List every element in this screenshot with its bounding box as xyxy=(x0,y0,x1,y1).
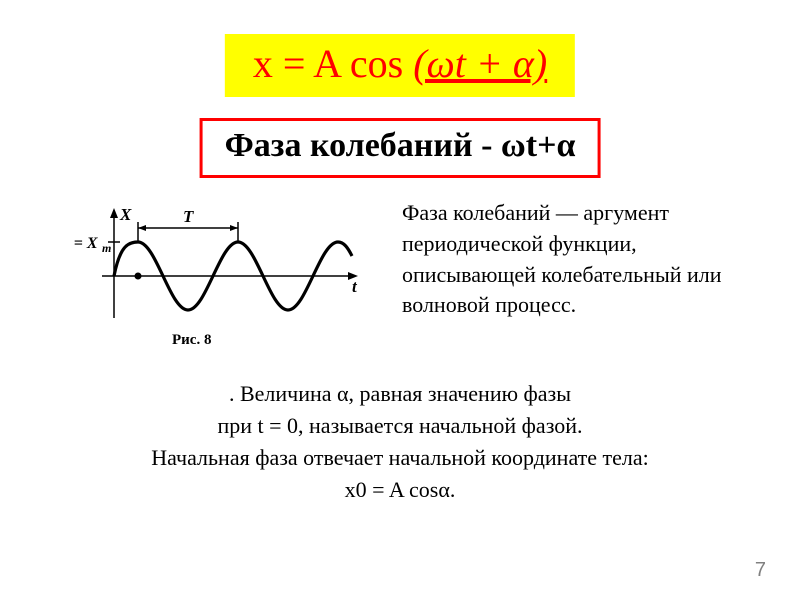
amplitude-sub: m xyxy=(102,241,111,255)
x-axis-label: t xyxy=(352,277,358,296)
formula-box: x = A cos (ωt + α) xyxy=(225,34,575,97)
definition-text: Фаза колебаний — аргумент периодической … xyxy=(402,198,742,321)
body-line2: при t = 0, называется начальной фазой. xyxy=(217,413,582,438)
page-number: 7 xyxy=(755,559,766,582)
body-line1: . Величина α, равная значению фазы xyxy=(229,381,571,406)
amplitude-label: A = X xyxy=(72,235,98,252)
figure-caption: Рис. 8 xyxy=(172,332,211,348)
title-text: Фаза колебаний - ωt+α xyxy=(225,127,576,164)
y-axis-label: X xyxy=(119,205,132,224)
body-line4: x0 = A cosα. xyxy=(345,477,456,502)
period-label: T xyxy=(183,207,194,226)
formula-lhs: x = A cos xyxy=(253,41,413,86)
body-text: . Величина α, равная значению фазы при t… xyxy=(0,378,800,506)
wave-diagram: X A = X m T t Рис. 8 xyxy=(72,198,372,358)
title-box: Фаза колебаний - ωt+α xyxy=(200,118,601,178)
body-line3: Начальная фаза отвечает начальной коорди… xyxy=(151,445,649,470)
formula-rhs: (ωt + α) xyxy=(413,41,547,86)
